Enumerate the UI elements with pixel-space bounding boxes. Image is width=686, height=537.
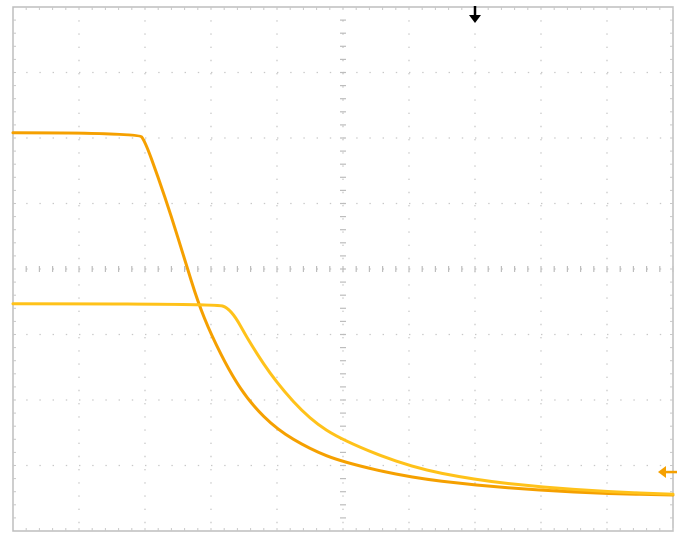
trigger-position-arrow-icon [469, 15, 481, 23]
traces [11, 131, 675, 497]
trace-1 [11, 131, 675, 497]
grid [13, 7, 674, 531]
trigger-level-arrow-icon [658, 466, 666, 479]
markers [469, 6, 677, 479]
trace-2 [11, 302, 675, 496]
